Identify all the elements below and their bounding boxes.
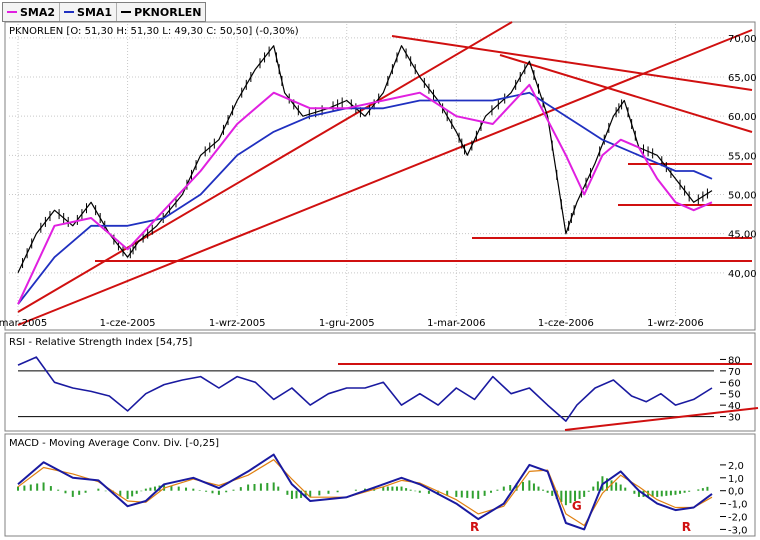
sma2-line <box>17 83 713 305</box>
rsi-y-tick: 30 <box>728 413 741 424</box>
macd-panel: MACD - Moving Average Conv. Div. [-0,25]… <box>4 433 756 537</box>
pknorlen-swatch-icon <box>121 11 132 13</box>
sma2-swatch-icon <box>7 11 17 13</box>
macd-y-tick: 0,0 <box>728 487 744 498</box>
macd-y-tick: 2,0 <box>728 461 744 472</box>
sma1-swatch-icon <box>64 11 75 13</box>
price-x-tick: 1-cze-2006 <box>538 318 594 329</box>
price-panel-frame <box>4 21 756 331</box>
macd-y-tick: -3,0 <box>728 525 748 536</box>
trendline <box>499 54 753 133</box>
macd-y-tick: -2,0 <box>728 513 748 524</box>
legend-item-sma2[interactable]: SMA2 <box>3 3 61 21</box>
macd-panel-title: MACD - Moving Average Conv. Div. [-0,25] <box>9 438 219 449</box>
trendline <box>17 29 753 326</box>
price-x-tick: 1-mar-2005 <box>0 318 47 329</box>
price-x-tick: 1-wrz-2006 <box>647 318 704 329</box>
legend-item-sma1[interactable]: SMA1 <box>60 3 118 21</box>
price-panel-title: PKNORLEN [O: 51,30 H: 51,30 L: 49,30 C: … <box>9 26 299 37</box>
sma1-line <box>17 91 713 305</box>
rsi-trendline <box>564 407 759 431</box>
macd-line <box>17 453 713 531</box>
legend-label-sma2: SMA2 <box>20 5 56 19</box>
macd-signal-line <box>17 459 713 527</box>
legend-label-pknorlen: PKNORLEN <box>134 5 202 19</box>
legend-item-pknorlen[interactable]: PKNORLEN <box>117 3 205 21</box>
price-x-tick: 1-cze-2005 <box>100 318 156 329</box>
price-y-tick: 50,00 <box>728 191 757 202</box>
rsi-line <box>17 356 713 422</box>
macd-signal-annotation: R <box>470 520 479 534</box>
rsi-y-tick: 60 <box>728 378 741 389</box>
rsi-y-tick: 50 <box>728 390 741 401</box>
trendline <box>17 21 513 313</box>
price-y-tick: 70,00 <box>728 34 757 45</box>
price-x-tick: 1-wrz-2005 <box>209 318 266 329</box>
rsi-panel-title: RSI - Relative Strength Index [54,75] <box>9 337 192 348</box>
price-x-tick: 1-gru-2005 <box>319 318 375 329</box>
legend-label-sma1: SMA1 <box>77 5 113 19</box>
price-y-tick: 60,00 <box>728 112 757 123</box>
rsi-panel: RSI - Relative Strength Index [54,75] 80… <box>4 332 759 432</box>
price-panel: PKNORLEN [O: 51,30 H: 51,30 L: 49,30 C: … <box>0 21 757 331</box>
price-y-tick: 55,00 <box>728 151 757 162</box>
macd-y-tick: 1,0 <box>728 474 744 485</box>
price-y-tick: 45,00 <box>728 230 757 241</box>
rsi-y-tick: 40 <box>728 401 741 412</box>
macd-y-tick: -1,0 <box>728 500 748 511</box>
rsi-panel-frame <box>4 332 756 432</box>
trendline <box>391 35 753 91</box>
rsi-y-tick: 80 <box>728 355 741 366</box>
price-y-tick: 65,00 <box>728 73 757 84</box>
macd-signal-annotation: G <box>572 499 582 513</box>
rsi-y-tick: 70 <box>728 367 741 378</box>
price-y-tick: 40,00 <box>728 269 757 280</box>
macd-signal-annotation: R <box>682 520 691 534</box>
price-x-tick: 1-mar-2006 <box>427 318 485 329</box>
